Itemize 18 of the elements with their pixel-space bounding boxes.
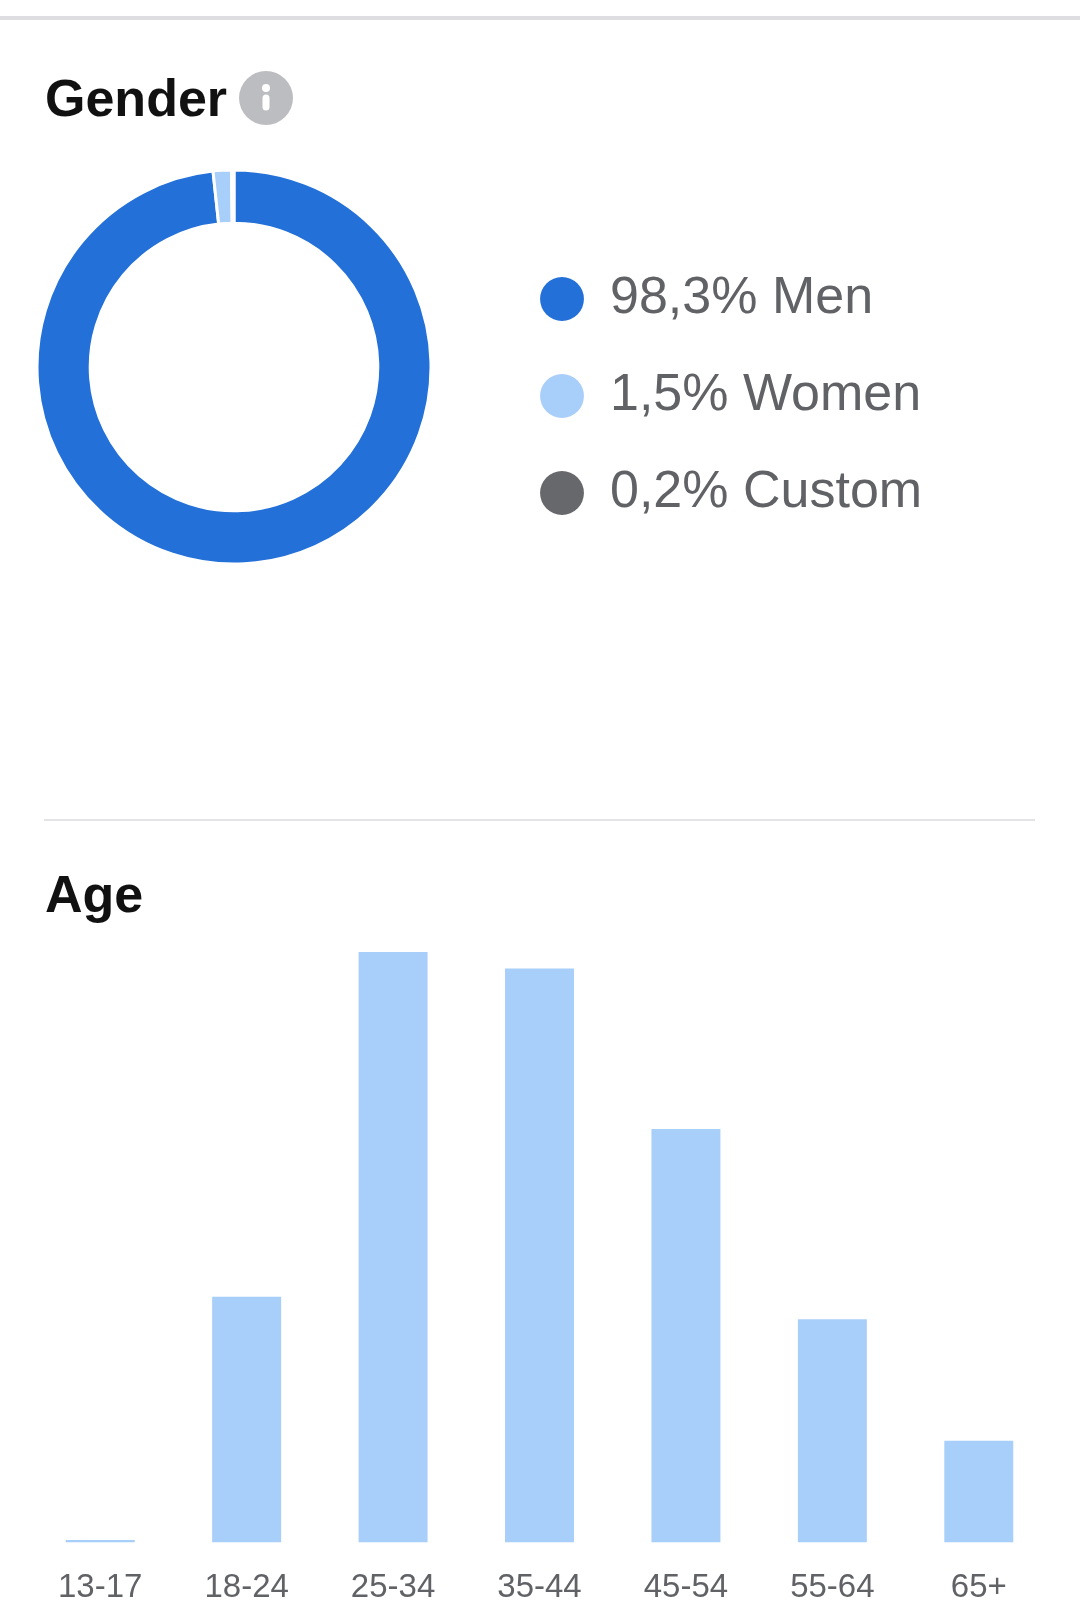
legend-label: 98,3% Men [610,266,874,325]
x-tick-label: 65+ [950,1567,1007,1605]
bar [212,1296,282,1543]
bar [944,1440,1014,1543]
legend-label: 1,5% Women [610,363,922,422]
legend-label: 0,2% Custom [610,460,923,519]
bar [797,1319,867,1543]
x-tick-label: 18-24 [204,1567,289,1605]
chart-title: Age [45,865,144,923]
bar [651,1129,721,1543]
bar [505,968,574,1543]
x-tick-label: 35-44 [497,1567,582,1605]
x-tick-label: 13-17 [58,1567,143,1605]
bar [358,952,428,1543]
x-tick-label: 25-34 [350,1567,436,1605]
x-tick-label: 55-64 [790,1567,875,1605]
chart-title: Gender [45,69,228,127]
x-tick-label: 45-54 [643,1567,729,1605]
